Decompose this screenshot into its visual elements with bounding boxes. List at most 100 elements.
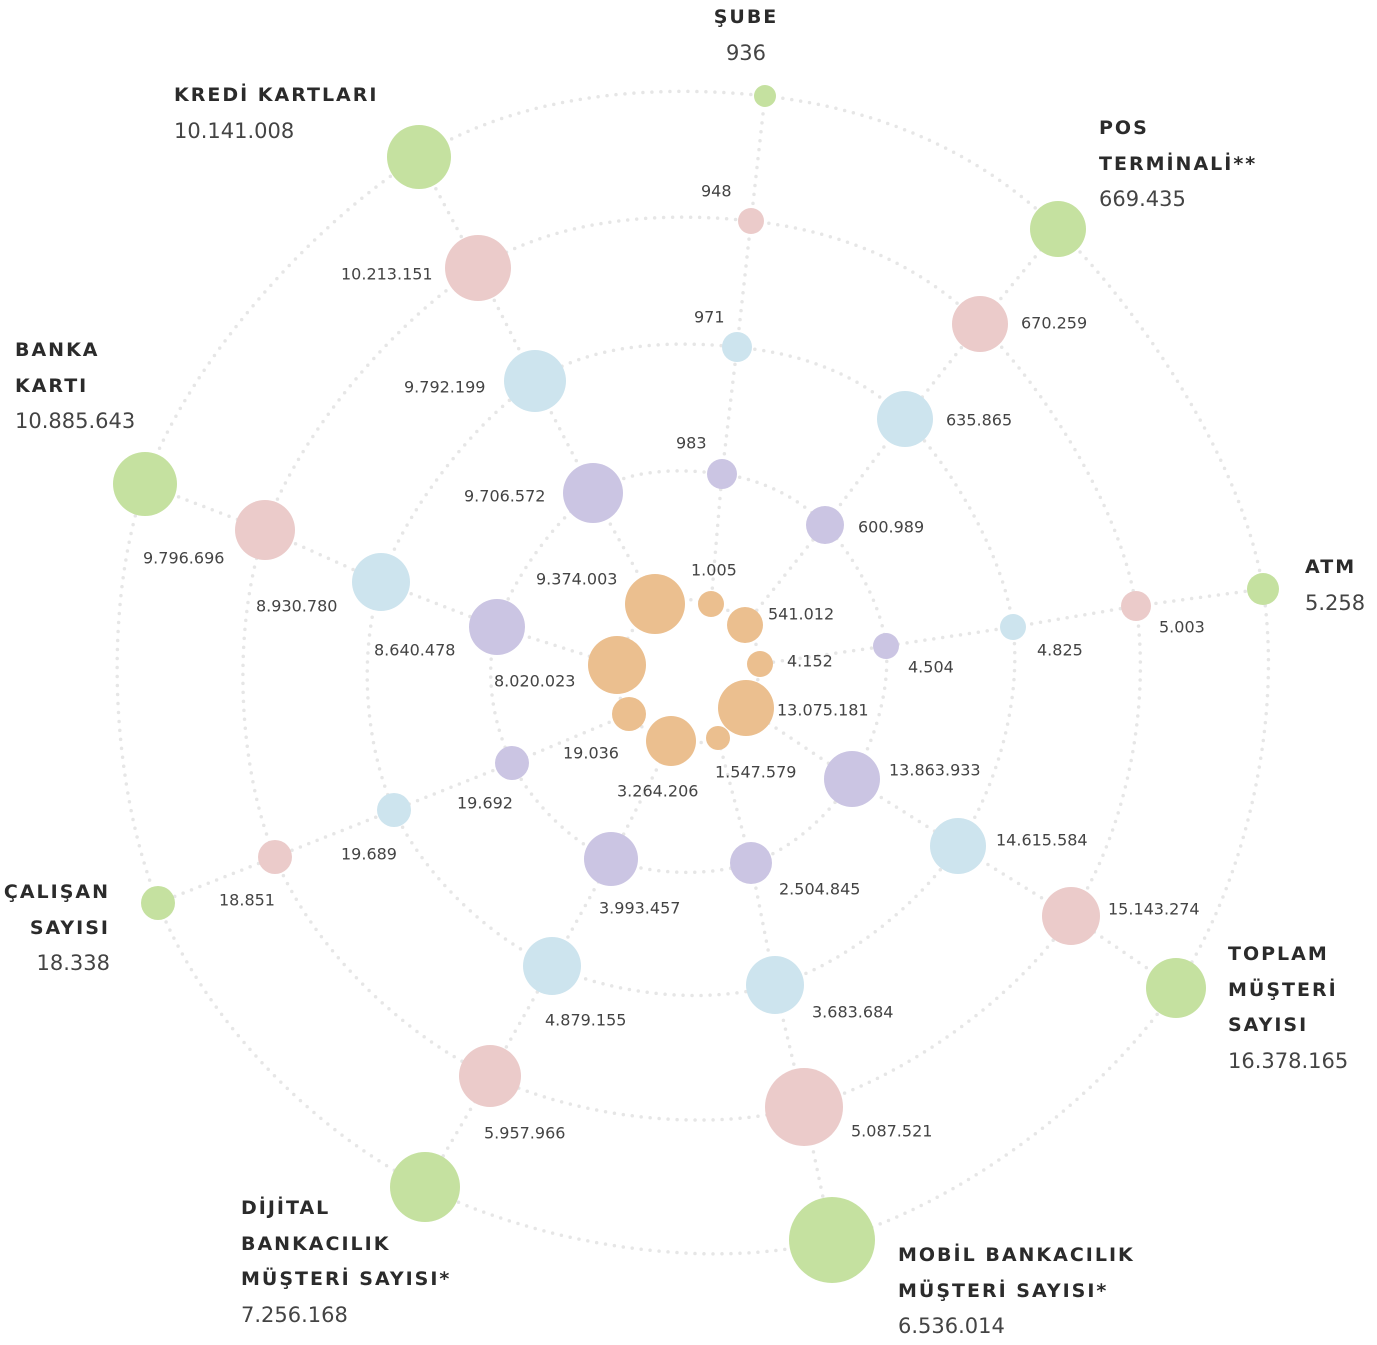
value-label: 9.706.572 — [464, 487, 545, 506]
bubble — [377, 793, 411, 827]
bubble — [930, 818, 986, 874]
category-name: BANKACILIK — [241, 1232, 391, 1255]
bubble — [1121, 591, 1151, 621]
bubble — [873, 633, 899, 659]
value-label: 15.143.274 — [1108, 900, 1200, 919]
bubble — [1146, 958, 1206, 1018]
category-value: 936 — [725, 40, 767, 65]
bubble — [584, 832, 638, 886]
ring — [115, 89, 1271, 1256]
category-name: KARTI — [15, 374, 89, 397]
value-label: 600.989 — [858, 518, 924, 537]
value-label: 948 — [701, 182, 732, 201]
bubble — [754, 85, 776, 107]
bubble — [445, 235, 511, 301]
bubble — [258, 840, 292, 874]
value-label: 9.796.696 — [143, 549, 224, 568]
bubble — [1000, 614, 1026, 640]
bubble — [387, 125, 451, 189]
category-value: 10.885.643 — [15, 409, 136, 433]
bubble — [952, 296, 1008, 352]
bubble — [806, 506, 844, 544]
value-label: 8.640.478 — [374, 641, 455, 660]
bubble — [469, 599, 525, 655]
bubble — [707, 459, 737, 489]
ring — [488, 469, 889, 875]
value-label: 4.504 — [908, 658, 954, 677]
category-value: 669.435 — [1099, 187, 1186, 211]
value-label: 19.036 — [563, 744, 619, 763]
value-label: 5.003 — [1159, 618, 1205, 637]
category-value: 10.141.008 — [174, 118, 295, 143]
value-label: 3.264.206 — [617, 782, 698, 801]
bubble — [625, 574, 685, 634]
bubble — [1042, 887, 1100, 945]
bubble — [588, 636, 646, 694]
bubble — [877, 391, 933, 447]
bubble — [1030, 201, 1086, 257]
bubble — [390, 1152, 460, 1222]
value-label: 19.689 — [341, 845, 397, 864]
value-label: 8.020.023 — [494, 672, 575, 691]
category-value: 7.256.168 — [241, 1302, 348, 1327]
bubble — [730, 842, 772, 884]
category-name: TOPLAM — [1228, 943, 1329, 965]
category-name: TERMİNALİ** — [1099, 152, 1258, 175]
bubble — [523, 937, 581, 995]
category-name: MÜŞTERİ SAYISI* — [241, 1268, 452, 1290]
value-label: 983 — [676, 434, 707, 453]
category-name: KREDİ KARTLARI — [174, 84, 379, 106]
value-label: 2.504.845 — [779, 880, 860, 899]
bubble — [727, 607, 763, 643]
bubble — [765, 1068, 843, 1146]
category-name: POS — [1099, 117, 1149, 139]
value-label: 10.213.151 — [341, 265, 433, 284]
bubble — [113, 452, 177, 516]
category-name: BANKA — [15, 339, 100, 361]
category-label: ATM 5.258 — [1305, 550, 1365, 621]
value-label: 541.012 — [768, 605, 834, 624]
category-name: MOBİL BANKACILIK — [898, 1244, 1135, 1266]
bubble — [495, 746, 529, 780]
category-label: ŞUBE 936 — [714, 0, 779, 71]
category-name: DİJİTAL — [241, 1197, 331, 1219]
bubble — [722, 332, 752, 362]
category-name: ATM — [1305, 556, 1357, 578]
value-label: 8.930.780 — [256, 597, 337, 616]
bubble — [718, 680, 774, 736]
bubble — [646, 716, 696, 766]
category-name: SAYISI — [1228, 1014, 1309, 1036]
value-label: 5.087.521 — [851, 1122, 932, 1141]
bubble — [747, 651, 773, 677]
value-label: 1.547.579 — [715, 763, 796, 782]
ring — [241, 215, 1143, 1122]
bubble — [459, 1045, 521, 1107]
category-label: KREDİ KARTLARI 10.141.008 — [174, 78, 378, 149]
category-name: MÜŞTERİ SAYISI* — [898, 1279, 1109, 1302]
bubble — [824, 751, 880, 807]
value-label: 5.957.966 — [484, 1124, 565, 1143]
bubble — [746, 956, 804, 1014]
category-label: TOPLAM MÜŞTERİ SAYISI 16.378.165 — [1228, 937, 1348, 1079]
value-label: 14.615.584 — [996, 831, 1088, 850]
value-label: 9.792.199 — [404, 378, 485, 397]
value-label: 13.075.181 — [777, 701, 869, 720]
category-value: 6.536.014 — [898, 1314, 1005, 1338]
category-value: 5.258 — [1305, 590, 1366, 615]
value-label: 1.005 — [691, 561, 737, 580]
value-label: 635.865 — [946, 411, 1012, 430]
value-label: 9.374.003 — [536, 570, 617, 589]
category-label: BANKA KARTI 10.885.643 — [15, 333, 135, 440]
value-label: 670.259 — [1021, 314, 1087, 333]
value-label: 4.152 — [787, 652, 833, 671]
value-label: 3.683.684 — [812, 1003, 893, 1022]
bubble — [352, 553, 410, 611]
bubble — [1247, 573, 1279, 605]
category-label: POS TERMİNALİ** 669.435 — [1099, 111, 1257, 218]
category-label: ÇALIŞAN SAYISI 18.338 — [4, 875, 110, 982]
bubble — [698, 591, 724, 617]
category-value: 16.378.165 — [1228, 1048, 1349, 1073]
value-label: 4.825 — [1037, 641, 1083, 660]
category-label: MOBİL BANKACILIK MÜŞTERİ SAYISI* 6.536.014 — [898, 1238, 1135, 1345]
